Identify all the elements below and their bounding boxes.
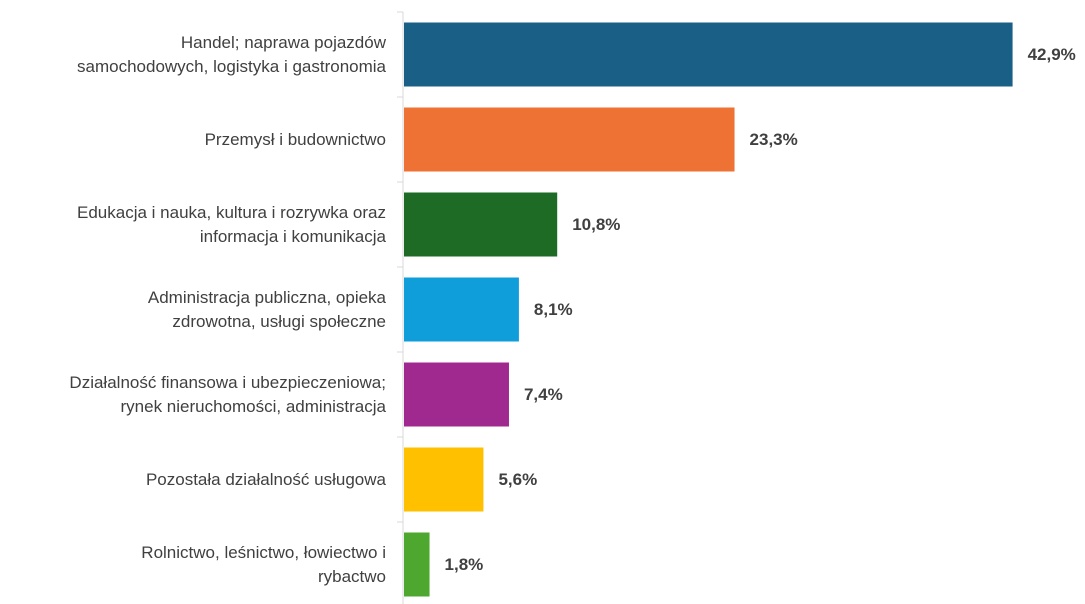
category-label-line: zdrowotna, usługi społeczne [172, 312, 386, 331]
data-label: 8,1% [534, 300, 573, 319]
category-label-line: Pozostała działalność usługowa [146, 470, 387, 489]
data-label: 7,4% [524, 385, 563, 404]
bars-layer [404, 22, 1013, 597]
data-label: 5,6% [498, 470, 537, 489]
category-labels: Handel; naprawa pojazdów samochodowych, l… [69, 33, 386, 586]
data-label: 42,9% [1028, 45, 1076, 64]
category-label: Przemysł i budownictwo [205, 130, 386, 149]
category-label-line: Administracja publiczna, opieka [148, 288, 387, 307]
bar [404, 447, 484, 512]
bar [404, 277, 519, 342]
bar [404, 532, 430, 597]
category-label-line: Działalność finansowa i ubezpieczeniowa; [69, 373, 386, 392]
data-label: 1,8% [445, 555, 484, 574]
data-label: 10,8% [572, 215, 620, 234]
bar [404, 22, 1013, 87]
bar [404, 362, 509, 427]
data-label: 23,3% [750, 130, 798, 149]
category-label-line: informacja i komunikacja [200, 227, 387, 246]
category-label: Rolnictwo, leśnictwo, łowiectwo i rybactw… [141, 543, 386, 586]
category-label: Administracja publiczna, opieka zdrowotna… [148, 288, 387, 331]
category-label-line: Edukacja i nauka, kultura i rozrywka ora… [77, 203, 386, 222]
axis-layer [397, 11, 404, 604]
category-label-line: Rolnictwo, leśnictwo, łowiectwo i [141, 543, 386, 562]
bar [404, 107, 735, 172]
category-label: Edukacja i nauka, kultura i rozrywka ora… [77, 203, 387, 246]
category-label-line: Przemysł i budownictwo [205, 130, 386, 149]
category-label-line: samochodowych, logistyka i gastronomia [77, 57, 387, 76]
category-label-line: rybactwo [318, 567, 386, 586]
bar [404, 192, 558, 257]
category-label: Działalność finansowa i ubezpieczeniowa;… [69, 373, 386, 416]
category-label: Handel; naprawa pojazdów samochodowych, l… [77, 33, 387, 76]
category-label-line: Handel; naprawa pojazdów [181, 33, 387, 52]
value-labels: 42,9% 23,3% 10,8% 8,1% 7,4% 5,6% 1,8% [445, 45, 1076, 574]
category-label: Pozostała działalność usługowa [146, 470, 387, 489]
category-label-line: rynek nieruchomości, administracja [121, 397, 387, 416]
